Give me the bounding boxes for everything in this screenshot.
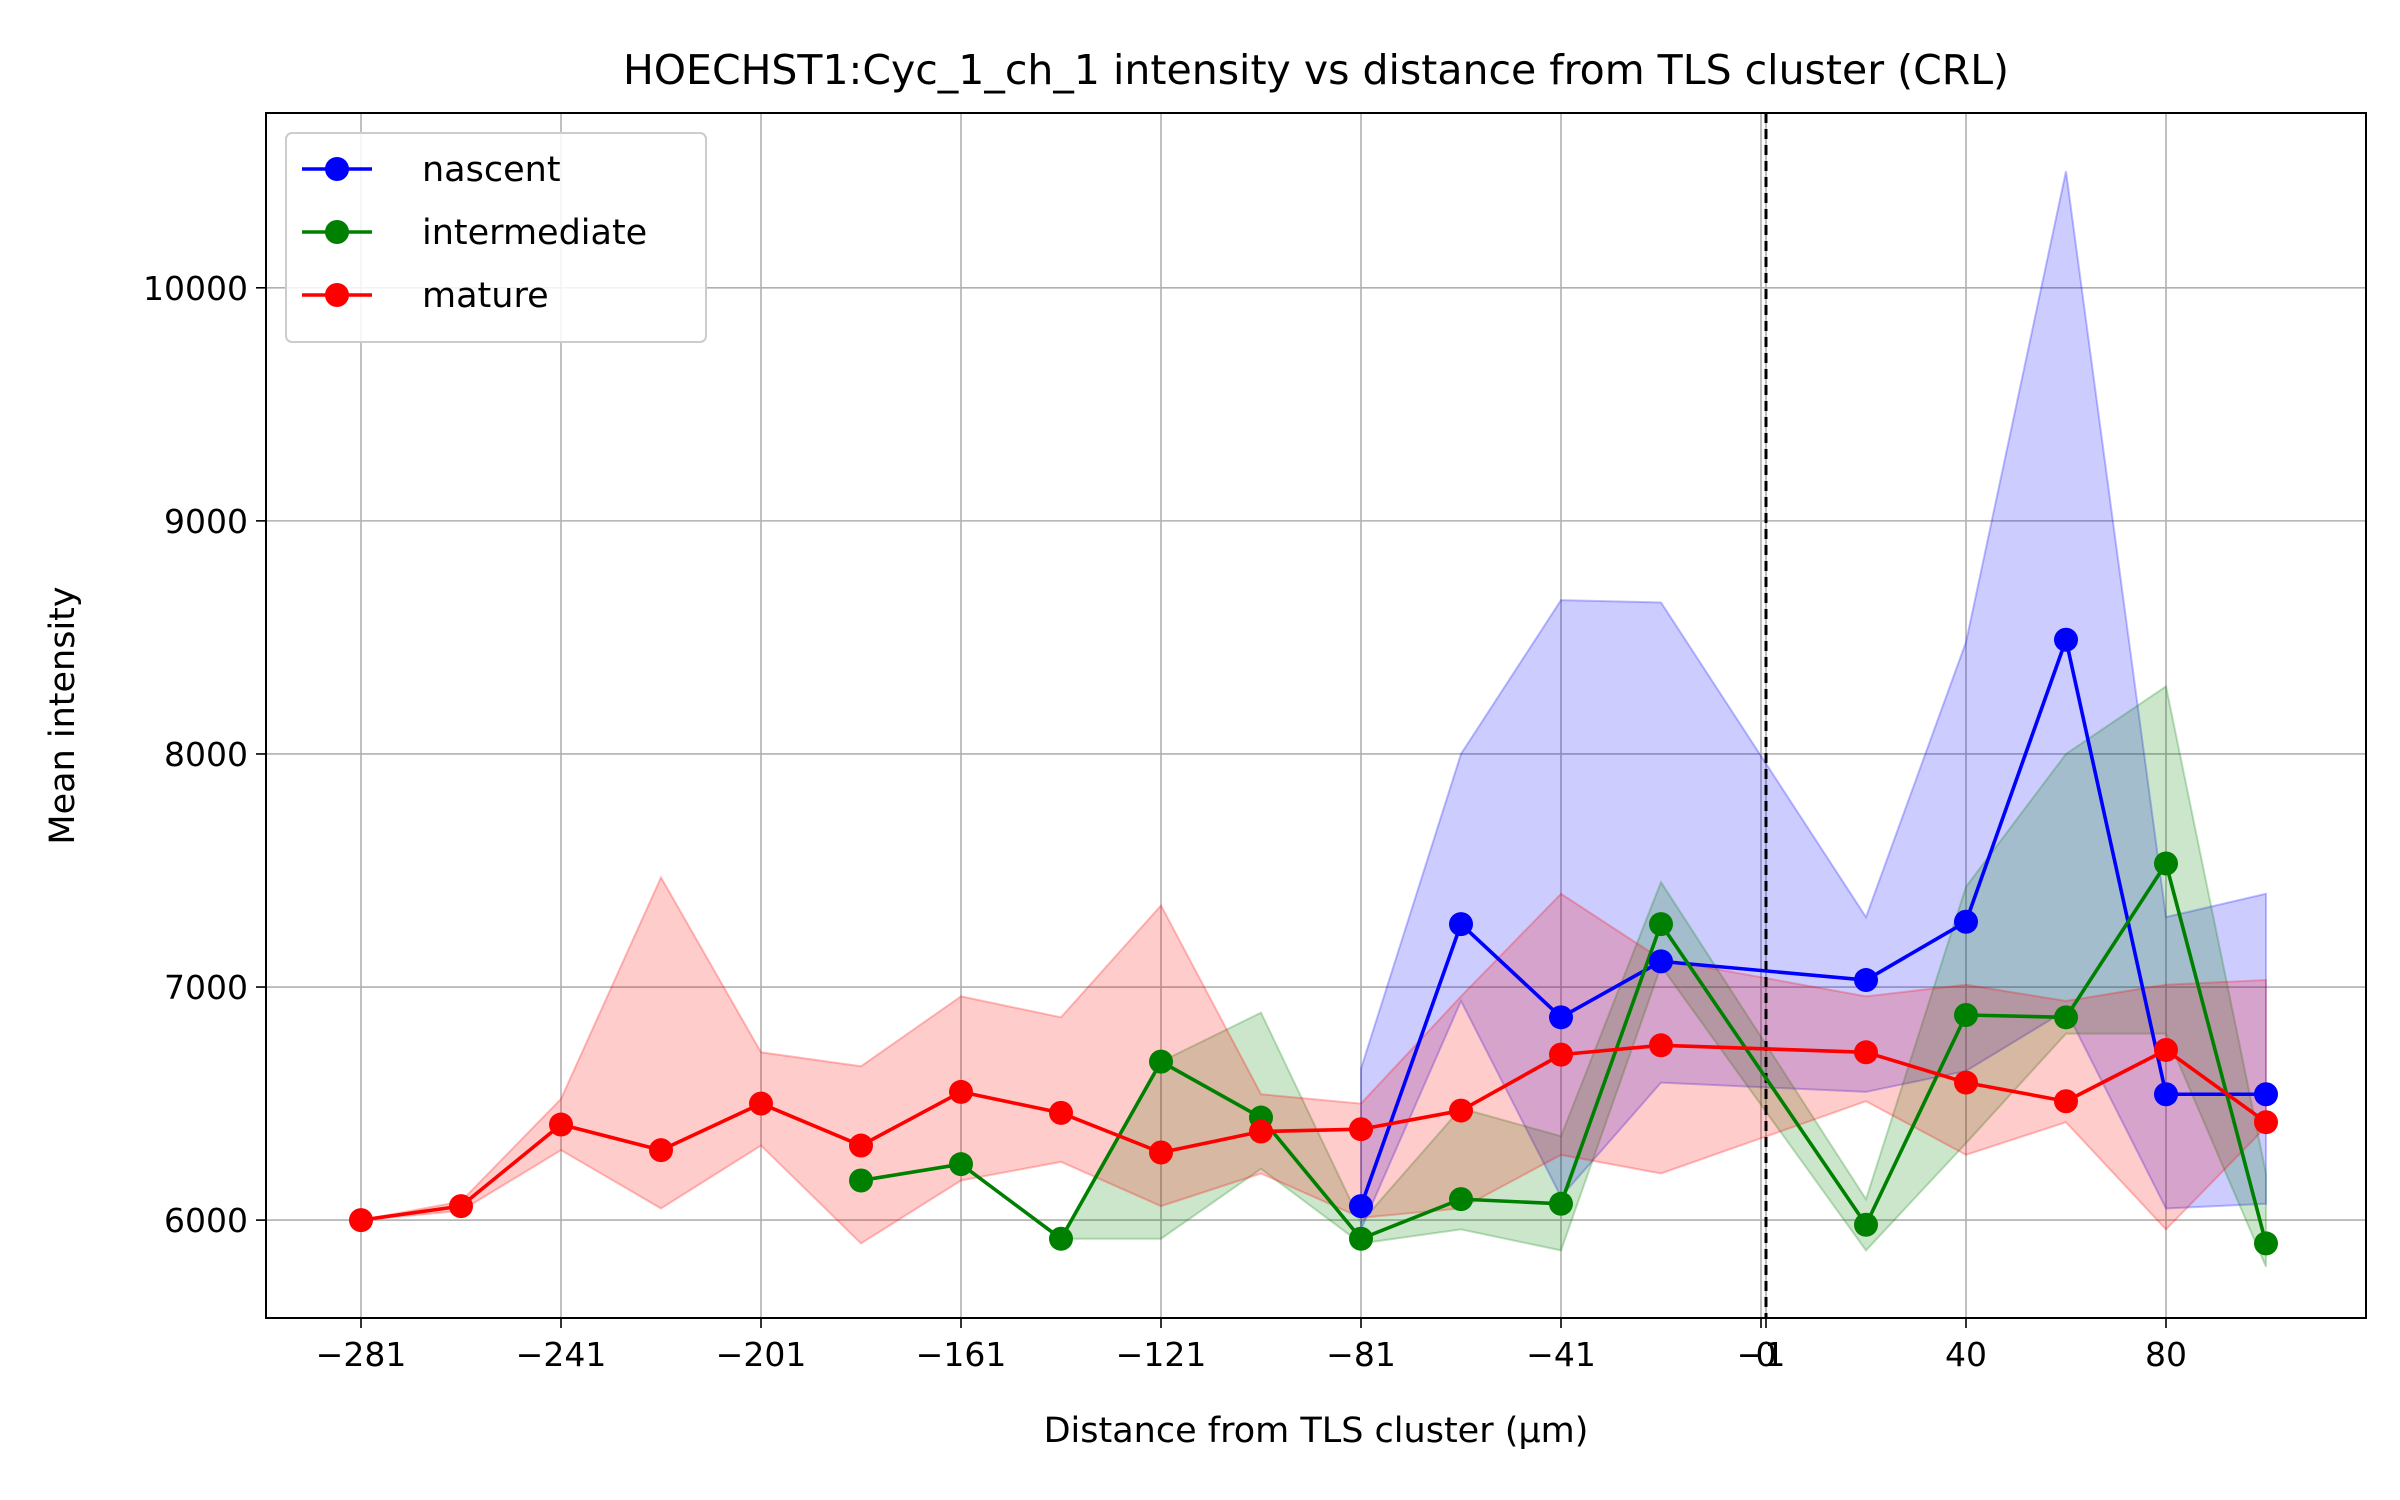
x-tick-label: 80: [2145, 1335, 2187, 1374]
legend-label-mature: mature: [422, 276, 549, 316]
point-intermediate: [1449, 1187, 1473, 1212]
point-intermediate: [2054, 1005, 2078, 1030]
point-nascent: [2254, 1082, 2278, 1107]
point-nascent: [1449, 912, 1473, 937]
x-tick-label: −121: [1116, 1335, 1207, 1374]
point-nascent: [2054, 627, 2078, 652]
x-tick-label: 40: [1945, 1335, 1987, 1374]
point-mature: [649, 1138, 673, 1163]
point-intermediate: [1954, 1003, 1978, 1028]
y-tick-label: 6000: [164, 1201, 248, 1240]
legend-label-nascent: nascent: [422, 150, 561, 190]
point-mature: [749, 1091, 773, 1116]
y-tick-label: 7000: [164, 968, 248, 1007]
point-intermediate: [1049, 1226, 1073, 1251]
point-mature: [2154, 1037, 2178, 1062]
point-nascent: [1649, 949, 1673, 974]
y-tick-label: 9000: [164, 502, 248, 541]
legend-box: [285, 132, 707, 343]
point-intermediate: [1149, 1049, 1173, 1074]
chart-title: HOECHST1:Cyc_1_ch_1 intensity vs distanc…: [623, 46, 2009, 94]
legend-marker-mature: [325, 283, 349, 307]
point-intermediate: [2154, 851, 2178, 876]
point-mature: [949, 1079, 973, 1104]
x-tick-label: −241: [516, 1335, 607, 1374]
legend: nascent intermediate mature: [285, 132, 707, 343]
x-tick-label: −1: [1737, 1335, 1786, 1374]
point-mature: [849, 1133, 873, 1158]
y-tick-label: 10000: [143, 269, 248, 308]
legend-marker-intermediate: [325, 220, 349, 244]
point-mature: [1954, 1070, 1978, 1095]
point-mature: [549, 1112, 573, 1137]
point-mature: [2254, 1110, 2278, 1135]
point-intermediate: [849, 1168, 873, 1193]
point-mature: [1649, 1033, 1673, 1058]
point-nascent: [2154, 1082, 2178, 1107]
point-intermediate: [1649, 912, 1673, 937]
point-intermediate: [949, 1152, 973, 1177]
point-mature: [1149, 1140, 1173, 1165]
point-intermediate: [1854, 1212, 1878, 1237]
point-intermediate: [1349, 1226, 1373, 1251]
point-intermediate: [2254, 1231, 2278, 1256]
point-mature: [1854, 1040, 1878, 1065]
point-mature: [449, 1194, 473, 1219]
point-nascent: [1954, 909, 1978, 934]
y-tick-label: 8000: [164, 735, 248, 774]
point-intermediate: [1549, 1191, 1573, 1216]
x-tick-label: −81: [1326, 1335, 1396, 1374]
series-points: [349, 627, 2278, 1256]
point-mature: [1549, 1042, 1573, 1067]
point-mature: [2054, 1089, 2078, 1114]
legend-label-intermediate: intermediate: [422, 213, 647, 253]
x-tick-label: −281: [316, 1335, 407, 1374]
series-line-intermediate: [860, 861, 2268, 1244]
x-axis-title: Distance from TLS cluster (μm): [1044, 1411, 1589, 1451]
y-axis-title: Mean intensity: [43, 586, 83, 844]
plot-frame: [265, 112, 2367, 1319]
point-mature: [1449, 1098, 1473, 1123]
x-tick-label: −161: [916, 1335, 1007, 1374]
x-tick-label: −201: [716, 1335, 807, 1374]
point-nascent: [1854, 968, 1878, 993]
point-mature: [1249, 1119, 1273, 1144]
x-tick-label: −41: [1526, 1335, 1596, 1374]
point-mature: [1049, 1100, 1073, 1125]
point-mature: [349, 1208, 373, 1233]
legend-marker-nascent: [325, 157, 349, 181]
point-nascent: [1349, 1194, 1373, 1219]
axis-ticks: −281 −241 −201 −161 −121 −81 −41 −10 40 80 6000 700…: [143, 269, 2187, 1374]
point-nascent: [1549, 1005, 1573, 1030]
x-tick-label: 0: [1756, 1335, 1777, 1374]
point-mature: [1349, 1117, 1373, 1142]
